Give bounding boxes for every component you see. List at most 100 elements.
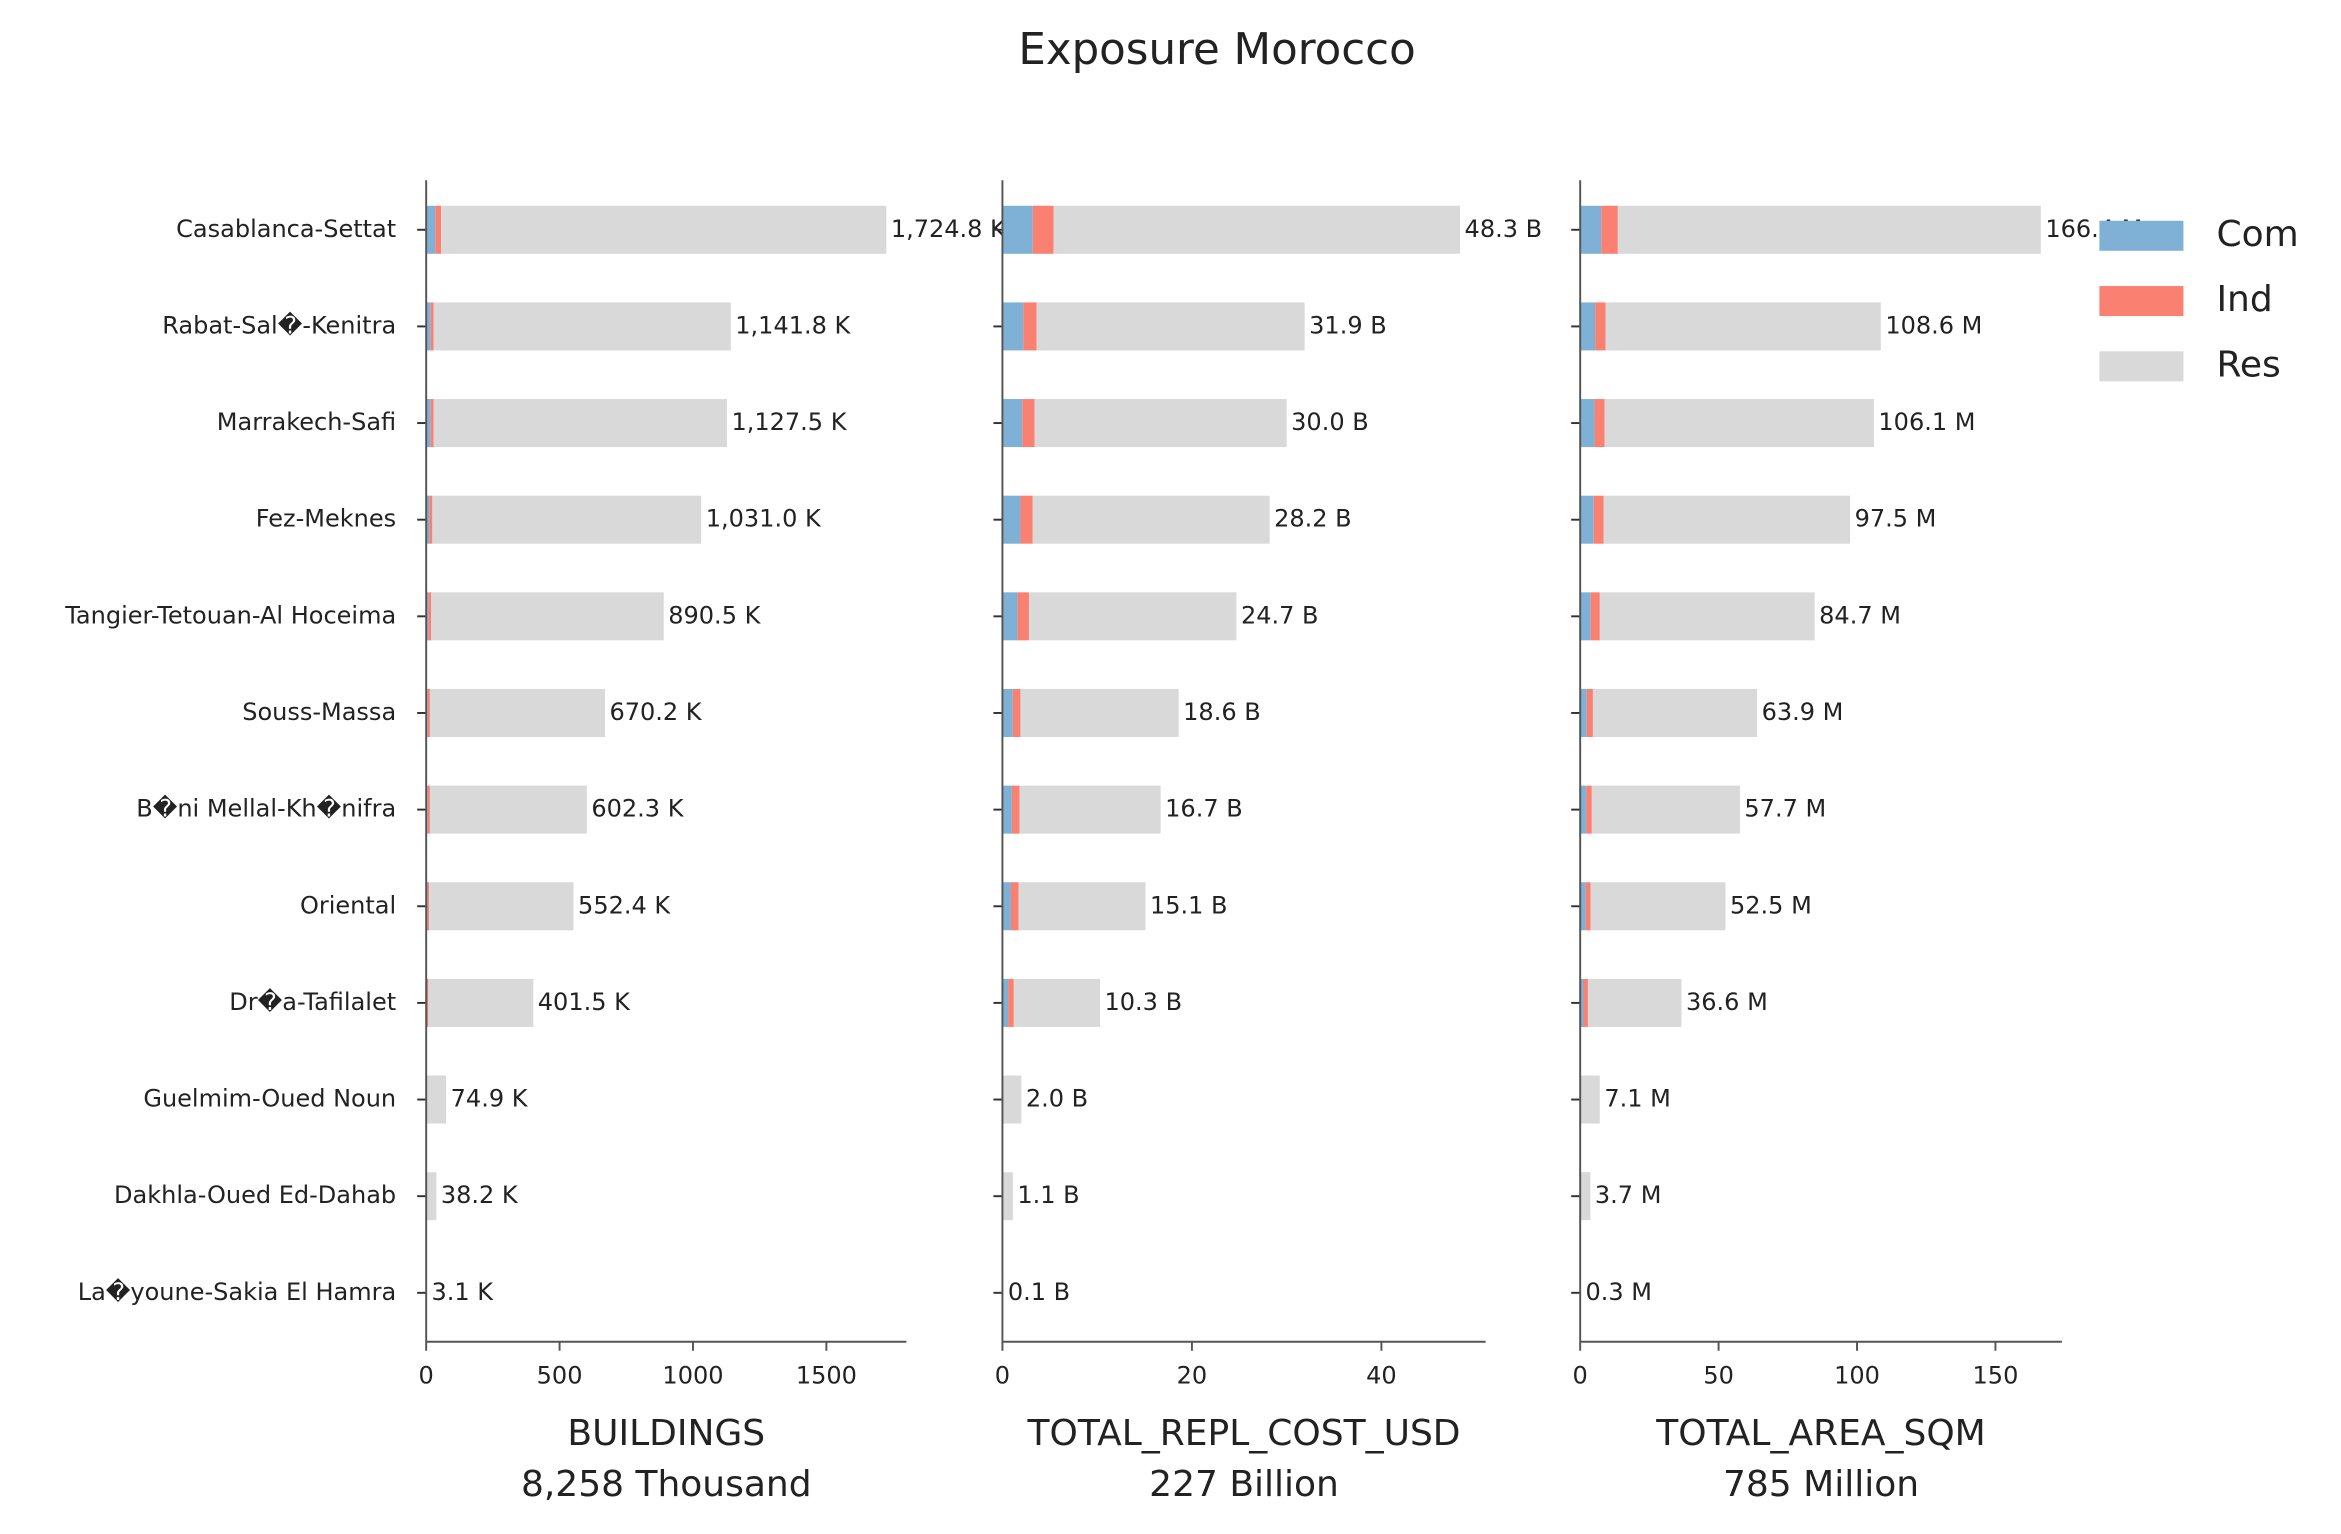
value-label: 38.2 K: [441, 1181, 519, 1209]
bar-segment: [1053, 205, 1461, 254]
value-label: 1,127.5 K: [731, 408, 847, 436]
value-label: 2.0 B: [1026, 1085, 1088, 1113]
bar-segment: [433, 399, 727, 448]
value-label: 84.7 M: [1819, 601, 1901, 629]
value-label: 30.0 B: [1291, 408, 1369, 436]
bar-segment: [1580, 399, 1595, 448]
bar-segment: [1595, 302, 1606, 351]
legend-label: Ind: [2216, 279, 2272, 320]
bar-segment: [428, 978, 534, 1027]
bar-segment: [1028, 592, 1237, 641]
y-tick-label: Casablanca-Settat: [176, 215, 396, 243]
x-axis-label: TOTAL_REPL_COST_USD: [1027, 1413, 1461, 1454]
value-label: 15.1 B: [1150, 891, 1228, 919]
bar-segment: [1002, 495, 1021, 544]
value-label: 890.5 K: [668, 601, 761, 629]
chart-title: Exposure Morocco: [1018, 25, 1415, 75]
bar-segment: [441, 205, 887, 254]
value-label: 63.9 M: [1762, 698, 1844, 726]
bar-segment: [1003, 1075, 1022, 1124]
bar-segment: [429, 785, 587, 834]
bar-segment: [1580, 1172, 1591, 1221]
y-tick-label: Souss-Massa: [242, 698, 396, 726]
y-tick-label: Marrakech-Safi: [217, 408, 396, 436]
bar-segment: [435, 205, 442, 254]
x-tick-label: 0: [419, 1361, 434, 1389]
x-tick-label: 1000: [662, 1361, 723, 1389]
bar-segment: [1580, 882, 1586, 931]
value-label: 52.5 M: [1730, 891, 1812, 919]
y-tick-label: Oriental: [300, 891, 396, 919]
y-tick-label: Rabat-Sal�-Kenitra: [162, 311, 396, 339]
value-label: 1,724.8 K: [891, 215, 1007, 243]
bar-segment: [1017, 592, 1029, 641]
bar-segment: [1010, 882, 1019, 931]
bar-segment: [1002, 978, 1009, 1027]
bar-segment: [1020, 495, 1033, 544]
bar-segment: [433, 302, 731, 351]
x-tick-label: 100: [1834, 1361, 1880, 1389]
bar-segment: [1002, 1172, 1013, 1221]
bar-segment: [1012, 688, 1021, 737]
y-tick-label: Guelmim-Oued Noun: [143, 1085, 396, 1113]
bar-segment: [428, 592, 432, 641]
bar-segment: [1002, 688, 1013, 737]
value-label: 74.9 K: [451, 1085, 529, 1113]
bar-segment: [429, 495, 433, 544]
y-tick-label: La�youne-Sakia El Hamra: [78, 1278, 396, 1306]
bar-segment: [1034, 399, 1287, 448]
value-label: 3.7 M: [1595, 1181, 1662, 1209]
value-label: 48.3 B: [1465, 215, 1543, 243]
value-label: 1,141.8 K: [735, 311, 851, 339]
bar-segment: [1594, 399, 1605, 448]
legend-label: Com: [2216, 214, 2298, 255]
value-label: 18.6 B: [1183, 698, 1261, 726]
bar-segment: [429, 688, 605, 737]
value-label: 16.7 B: [1165, 795, 1243, 823]
bar-segment: [1032, 495, 1270, 544]
x-tick-label: 50: [1703, 1361, 1734, 1389]
value-label: 28.2 B: [1274, 505, 1352, 533]
bar-segment: [431, 592, 664, 641]
bar-segment: [430, 399, 434, 448]
x-tick-label: 500: [537, 1361, 583, 1389]
value-label: 57.7 M: [1744, 795, 1826, 823]
legend-swatch: [2099, 286, 2184, 317]
x-axis-label: BUILDINGS: [567, 1413, 765, 1454]
bar-segment: [427, 785, 430, 834]
x-tick-label: 0: [995, 1361, 1010, 1389]
y-tick-label: Tangier-Tetouan-Al Hoceima: [64, 601, 396, 629]
bar-segment: [1580, 302, 1596, 351]
bar-segment: [1022, 399, 1035, 448]
y-tick-label: Dakhla-Oued Ed-Dahab: [114, 1181, 396, 1209]
bar-segment: [1036, 302, 1305, 351]
bar-segment: [1585, 882, 1591, 931]
bar-segment: [1023, 302, 1037, 351]
bar-segment: [432, 495, 702, 544]
bar-segment: [1592, 688, 1758, 737]
bar-segment: [1586, 785, 1592, 834]
bar-segment: [1002, 592, 1018, 641]
value-label: 7.1 M: [1604, 1085, 1671, 1113]
bar-segment: [426, 592, 429, 641]
value-label: 10.3 B: [1105, 988, 1183, 1016]
bar-segment: [1599, 592, 1815, 641]
bar-segment: [1002, 205, 1033, 254]
bar-segment: [1581, 1075, 1600, 1124]
bar-segment: [1580, 978, 1584, 1027]
legend-swatch: [2099, 351, 2184, 382]
value-label: 1,031.0 K: [706, 505, 822, 533]
value-label: 108.6 M: [1885, 311, 1982, 339]
x-tick-label: 0: [1573, 1361, 1588, 1389]
value-label: 97.5 M: [1855, 505, 1937, 533]
legend-swatch: [2099, 220, 2184, 251]
bar-segment: [426, 399, 431, 448]
bar-segment: [1590, 882, 1726, 931]
bar-segment: [1617, 205, 2041, 254]
bar-segment: [1013, 978, 1101, 1027]
value-label: 0.3 M: [1586, 1278, 1653, 1306]
bar-segment: [1603, 495, 1851, 544]
bar-segment: [1604, 399, 1874, 448]
value-label: 24.7 B: [1241, 601, 1319, 629]
bar-segment: [1008, 978, 1014, 1027]
